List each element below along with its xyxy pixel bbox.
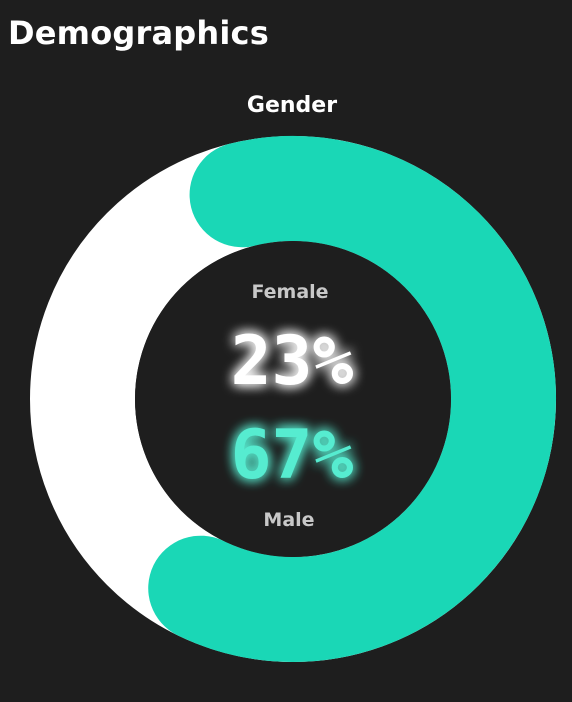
female-value: 23% xyxy=(231,322,354,401)
section-title: Demographics xyxy=(8,14,269,52)
female-label: Female xyxy=(251,281,328,303)
male-arc xyxy=(148,136,556,662)
chart-title: Gender xyxy=(247,93,337,118)
male-value: 67% xyxy=(231,416,354,495)
donut-center xyxy=(135,241,451,557)
male-label: Male xyxy=(263,509,314,531)
